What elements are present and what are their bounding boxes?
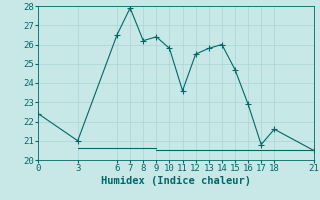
X-axis label: Humidex (Indice chaleur): Humidex (Indice chaleur) xyxy=(101,176,251,186)
